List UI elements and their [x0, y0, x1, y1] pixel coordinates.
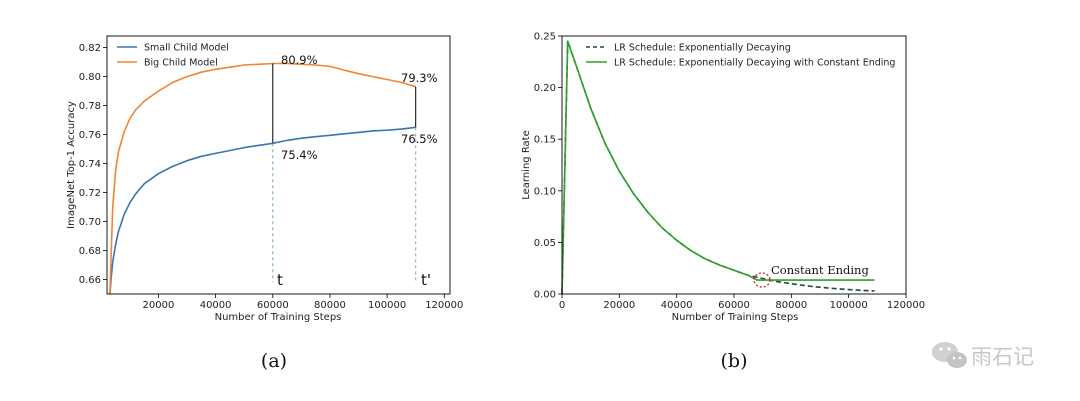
wechat-icon [932, 342, 967, 368]
panel-b-x-ticks: 0 20000 40000 60000 80000 100000 120000 [559, 294, 925, 311]
legend-label-constant-ending: LR Schedule: Exponentially Decaying with… [614, 58, 895, 69]
annotation-t-prime: t' [421, 271, 431, 289]
panel-b-caption: (b) [721, 350, 748, 372]
annotation-constant-ending: Constant Ending [771, 263, 869, 277]
annotation-big-at-t-prime: 79.3% [401, 71, 438, 85]
panel-a-guide-lines [272, 63, 417, 282]
x-tick-label: 20000 [143, 300, 175, 311]
panel-b-legend: LR Schedule: Exponentially Decaying LR S… [586, 43, 895, 69]
panel-a-legend: Small Child Model Big Child Model [117, 43, 229, 69]
panel-b-x-axis-label: Number of Training Steps [672, 312, 799, 323]
legend-label-big-child-model: Big Child Model [144, 58, 218, 69]
constant-ending-marker [753, 272, 771, 288]
y-tick-label: 0.10 [534, 186, 556, 197]
panel-a-y-axis-label: ImageNet Top-1 Accuracy [66, 101, 77, 229]
series-line-big-child-model [109, 62, 416, 295]
y-tick-label: 0.05 [534, 238, 556, 249]
legend-label-small-child-model: Small Child Model [144, 43, 229, 54]
x-tick-label: 100000 [368, 300, 406, 311]
series-line-small-child-model [109, 126, 416, 295]
panel-b-series-group [561, 40, 875, 295]
y-tick-label: 0.72 [79, 188, 101, 199]
series-line-exponentially-decaying [561, 40, 875, 295]
panel-b-y-axis-label: Learning Rate [521, 130, 532, 200]
x-tick-label: 80000 [314, 300, 346, 311]
legend-label-exponentially-decaying: LR Schedule: Exponentially Decaying [614, 43, 791, 54]
panel-a-accuracy-chart: 20000 40000 60000 80000 100000 120000 0.660.6… [66, 35, 463, 372]
y-tick-label: 0.68 [79, 246, 101, 257]
x-tick-label: 120000 [887, 300, 925, 311]
series-line-constant-ending [561, 40, 875, 295]
panel-a-plot-frame [106, 35, 451, 295]
x-tick-label: 60000 [257, 300, 289, 311]
panel-a-annotations: 80.9% 75.4% 79.3% 76.5% t t' [277, 53, 438, 289]
y-tick-label: 0.00 [534, 290, 556, 301]
panel-a-x-axis-label: Number of Training Steps [215, 312, 342, 323]
x-tick-label: 40000 [200, 300, 232, 311]
annotation-t: t [277, 271, 283, 289]
annotation-big-at-t: 80.9% [281, 53, 318, 67]
y-tick-label: 0.66 [79, 275, 101, 286]
annotation-small-at-t: 75.4% [281, 148, 318, 162]
x-tick-label: 60000 [718, 300, 750, 311]
x-tick-label: 120000 [425, 300, 463, 311]
y-tick-label: 0.74 [79, 159, 101, 170]
y-tick-label: 0.20 [534, 83, 556, 94]
panel-a-series-group [109, 62, 416, 295]
y-tick-label: 0.78 [79, 101, 101, 112]
x-tick-label: 100000 [830, 300, 868, 311]
y-tick-label: 0.82 [79, 43, 101, 54]
panel-b-plot-frame [561, 35, 907, 295]
x-tick-label: 80000 [775, 300, 807, 311]
panel-a-x-ticks: 20000 40000 60000 80000 100000 120000 [143, 294, 463, 311]
x-tick-label: 20000 [603, 300, 635, 311]
panel-b-y-ticks: 0.00 0.05 0.10 0.15 0.20 0.25 [534, 32, 562, 301]
y-tick-label: 0.76 [79, 130, 101, 141]
x-tick-label: 40000 [661, 300, 693, 311]
x-tick-label: 0 [559, 300, 565, 311]
y-tick-label: 0.80 [79, 72, 101, 83]
y-tick-label: 0.70 [79, 217, 101, 228]
panel-a-caption: (a) [261, 350, 287, 372]
y-tick-label: 0.15 [534, 135, 556, 146]
panel-b-learning-rate-chart: Constant Ending 0 20000 40000 60000 80000 100… [521, 32, 925, 373]
watermark: 雨石记 [932, 342, 1034, 369]
y-tick-label: 0.25 [534, 32, 556, 43]
panel-a-y-ticks: 0.66 0.68 0.70 0.72 0.74 0.76 0.78 0.80 0.82 [79, 43, 107, 286]
annotation-small-at-t-prime: 76.5% [401, 132, 438, 146]
watermark-text: 雨石记 [971, 345, 1034, 369]
